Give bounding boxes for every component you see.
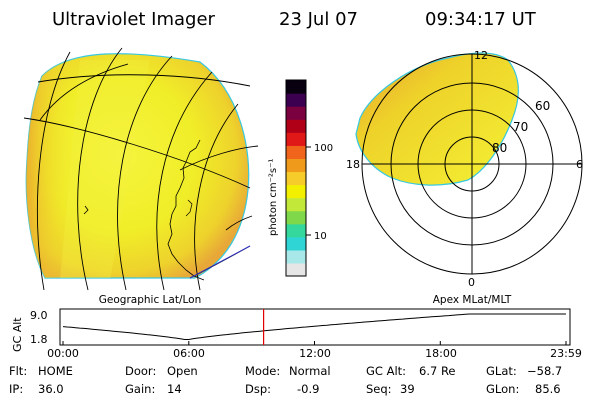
status-gcalt-label: GC Alt: <box>366 364 406 378</box>
mlat-label-80: 80 <box>492 141 507 155</box>
mlat-label-60: 60 <box>535 99 550 113</box>
status-door-value: Open <box>167 364 198 378</box>
status-dsp-value: -0.9 <box>297 382 319 396</box>
colorbar-cell <box>286 158 306 173</box>
polar-panel: 12 6 0 18 60 70 80 Apex MLat/MLT <box>346 49 583 306</box>
colorbar-cell <box>286 93 306 107</box>
colorbar-cell <box>286 236 306 251</box>
colorbar-cell <box>286 119 306 133</box>
colorbar: 100 10 photon cm⁻²s⁻¹ <box>268 79 333 277</box>
colorbar-cell <box>286 223 306 238</box>
altitude-ytick-bottom: 1.8 <box>30 333 48 346</box>
colorbar-cell <box>286 197 306 212</box>
status-gain-value: 14 <box>167 382 182 396</box>
status-gain-label: Gain: <box>125 382 155 396</box>
coastline <box>167 139 205 281</box>
island-outline <box>83 205 89 215</box>
colorbar-tick-label-10: 10 <box>314 231 327 242</box>
altitude-y-label: GC Alt <box>11 317 24 352</box>
status-glon-label: GLon: <box>486 382 519 396</box>
altitude-plot-frame <box>59 308 571 346</box>
geographic-panel: Geographic Lat/Lon <box>23 47 259 306</box>
coastline-island <box>185 199 193 217</box>
status-glat-value: −58.7 <box>527 364 562 378</box>
status-door-label: Door: <box>125 364 156 378</box>
altitude-xtick-marks <box>62 341 567 345</box>
colorbar-cell <box>286 249 306 264</box>
colorbar-frame <box>285 79 307 277</box>
colorbar-cell <box>286 80 306 94</box>
altitude-xtick-0600: 06:00 <box>173 347 205 360</box>
altitude-ytick-top: 9.0 <box>30 309 48 322</box>
colorbar-cell <box>286 210 306 225</box>
status-gcalt-value: 6.7 Re <box>419 364 456 378</box>
altitude-plot: GC Alt 9.0 1.8 00:00 06:00 12:00 18:00 2… <box>11 308 582 360</box>
colorbar-cell <box>286 184 306 199</box>
geo-panel-label: Geographic Lat/Lon <box>99 294 201 306</box>
image-time: 09:34:17 UT <box>425 9 537 30</box>
colorbar-cell <box>286 262 306 277</box>
colorbar-cell <box>286 171 306 186</box>
altitude-curve <box>62 313 566 340</box>
mlat-label-70: 70 <box>513 120 528 134</box>
altitude-xtick-1800: 18:00 <box>425 347 457 360</box>
image-date: 23 Jul 07 <box>279 9 358 30</box>
geo-track-line <box>189 245 251 279</box>
colorbar-cell <box>286 106 306 120</box>
altitude-xtick-1200: 12:00 <box>299 347 331 360</box>
colorbar-cell <box>286 132 306 146</box>
status-ip-label: IP: <box>9 382 23 396</box>
status-seq-value: 39 <box>400 382 415 396</box>
mlt-label-12: 12 <box>474 49 488 62</box>
instrument-title: Ultraviolet Imager <box>52 9 216 30</box>
polar-uv-oval <box>355 52 519 186</box>
status-dsp-label: Dsp: <box>245 382 271 396</box>
status-flt-value: HOME <box>38 364 73 378</box>
status-glon-value: 85.6 <box>535 382 561 396</box>
altitude-xtick-2359: 23:59 <box>550 347 582 360</box>
status-mode-value: Normal <box>289 364 331 378</box>
colorbar-tick-label-100: 100 <box>314 143 333 154</box>
colorbar-cell <box>286 145 306 159</box>
status-seq-label: Seq: <box>366 382 392 396</box>
colorbar-units-label: photon cm⁻²s⁻¹ <box>268 159 279 236</box>
earth-disk-shading <box>26 53 150 278</box>
polar-grid <box>361 53 583 275</box>
status-block: Flt: HOME IP: 36.0 Door: Open Gain: 14 M… <box>9 364 562 396</box>
mlt-label-18: 18 <box>346 158 360 171</box>
status-flt-label: Flt: <box>9 364 27 378</box>
mlt-label-0: 0 <box>468 276 475 289</box>
colorbar-gradient <box>286 80 306 277</box>
polar-panel-label: Apex MLat/MLT <box>433 294 512 306</box>
status-glat-label: GLat: <box>486 364 517 378</box>
altitude-xtick-0000: 00:00 <box>47 347 79 360</box>
mlt-label-6: 6 <box>576 158 583 171</box>
geo-longitude-lines <box>36 47 239 291</box>
status-ip-value: 36.0 <box>38 382 64 396</box>
status-mode-label: Mode: <box>245 364 280 378</box>
